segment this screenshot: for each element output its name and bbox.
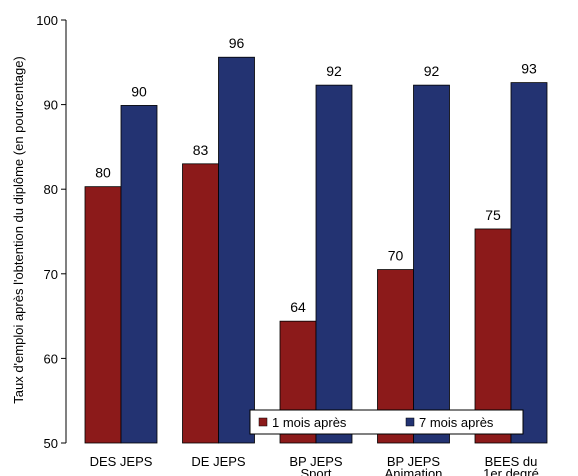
bar-value-label: 75	[485, 207, 501, 223]
bar-series2	[413, 84, 450, 444]
bar-value-label: 64	[290, 299, 306, 315]
bar-value-label: 80	[95, 165, 111, 181]
bar-value-label: 96	[229, 35, 245, 51]
y-axis: 50 60 70 80 90 100	[36, 13, 67, 451]
y-tick-label: 70	[44, 267, 58, 282]
legend-swatch	[258, 417, 268, 427]
y-tick-label: 60	[44, 351, 58, 366]
y-axis-label: Taux d'emploi après l'obtention du diplô…	[11, 56, 26, 404]
x-axis-labels: DES JEPS DE JEPS BP JEPS Sport BP JEPS Animat…	[90, 454, 539, 476]
legend-swatch	[405, 417, 415, 427]
bar-value-label: 83	[193, 142, 209, 158]
bars: 80 90 83 96 64 92 70 92 75 93	[84, 35, 548, 444]
y-tick-label: 50	[44, 436, 58, 451]
y-tick-label: 100	[36, 13, 58, 28]
bar-value-label: 92	[424, 63, 440, 79]
legend: 1 mois après 7 mois après	[249, 409, 524, 435]
bar-value-label: 90	[131, 83, 147, 99]
bar-series2	[120, 105, 158, 444]
bar-series2	[510, 82, 548, 444]
bar-series2	[315, 84, 353, 444]
bar-series1	[474, 228, 512, 444]
x-tick-label: BP JEPS Sport	[289, 454, 343, 476]
y-tick-label: 90	[44, 98, 58, 113]
y-tick-label: 80	[44, 182, 58, 197]
x-tick-label: DE JEPS	[191, 454, 246, 469]
bar-value-label: 92	[326, 63, 342, 79]
x-tick-label: BEES du 1er degré	[483, 454, 539, 476]
bar-value-label: 93	[521, 61, 537, 77]
legend-box	[249, 409, 524, 435]
x-tick-label: BP JEPS Animation	[385, 454, 443, 476]
bar-series2	[218, 56, 255, 444]
bar-value-label: 70	[388, 248, 404, 264]
x-tick-label: DES JEPS	[90, 454, 153, 469]
legend-label: 7 mois après	[419, 415, 494, 430]
bar-series1	[182, 163, 219, 444]
legend-label: 1 mois après	[272, 415, 347, 430]
bar-series1	[84, 186, 122, 444]
